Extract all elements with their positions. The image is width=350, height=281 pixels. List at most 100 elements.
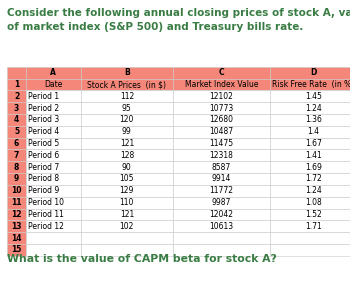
- Text: 13: 13: [11, 222, 22, 231]
- Bar: [270, 126, 350, 138]
- Text: 10613: 10613: [209, 222, 233, 231]
- Bar: [173, 149, 270, 161]
- Text: 90: 90: [122, 163, 132, 172]
- Text: Period 3: Period 3: [28, 115, 60, 124]
- Text: 10773: 10773: [209, 104, 233, 113]
- Text: What is the value of CAPM beta for stock A?: What is the value of CAPM beta for stock…: [7, 254, 277, 264]
- Text: 121: 121: [120, 139, 134, 148]
- Bar: [80, 149, 173, 161]
- Bar: [173, 232, 270, 244]
- Bar: [270, 173, 350, 185]
- Text: 1.72: 1.72: [305, 175, 322, 183]
- Bar: [80, 114, 173, 126]
- Text: D: D: [310, 68, 316, 77]
- Bar: [270, 138, 350, 149]
- Text: 105: 105: [120, 175, 134, 183]
- Bar: [26, 244, 80, 256]
- Text: Period 10: Period 10: [28, 198, 64, 207]
- Bar: [26, 161, 80, 173]
- Bar: [270, 114, 350, 126]
- Text: 1.71: 1.71: [305, 222, 322, 231]
- Bar: [173, 197, 270, 209]
- Bar: [270, 90, 350, 102]
- Bar: [80, 79, 173, 90]
- Bar: [80, 90, 173, 102]
- Bar: [80, 102, 173, 114]
- Bar: [7, 79, 26, 90]
- Text: Period 8: Period 8: [28, 175, 60, 183]
- Bar: [7, 197, 26, 209]
- Bar: [270, 79, 350, 90]
- Text: 12318: 12318: [209, 151, 233, 160]
- Text: 10487: 10487: [209, 127, 233, 136]
- Text: 12102: 12102: [209, 92, 233, 101]
- Bar: [26, 102, 80, 114]
- Text: 12042: 12042: [209, 210, 233, 219]
- Bar: [26, 173, 80, 185]
- Text: 1.4: 1.4: [307, 127, 319, 136]
- Text: B: B: [124, 68, 130, 77]
- Bar: [26, 126, 80, 138]
- Bar: [26, 149, 80, 161]
- Text: 6: 6: [14, 139, 19, 148]
- Bar: [7, 161, 26, 173]
- Bar: [7, 173, 26, 185]
- Text: Consider the following annual closing prices of stock A, values
of market index : Consider the following annual closing pr…: [7, 8, 350, 32]
- Text: 1.69: 1.69: [305, 163, 322, 172]
- Text: 11475: 11475: [209, 139, 233, 148]
- Bar: [26, 114, 80, 126]
- Bar: [7, 102, 26, 114]
- Bar: [80, 67, 173, 79]
- Bar: [7, 138, 26, 149]
- Bar: [7, 220, 26, 232]
- Bar: [173, 209, 270, 220]
- Bar: [270, 232, 350, 244]
- Bar: [270, 161, 350, 173]
- Text: 3: 3: [14, 104, 19, 113]
- Bar: [173, 220, 270, 232]
- Bar: [26, 79, 80, 90]
- Text: 12680: 12680: [209, 115, 233, 124]
- Text: Period 1: Period 1: [28, 92, 60, 101]
- Text: 1.45: 1.45: [305, 92, 322, 101]
- Text: 121: 121: [120, 210, 134, 219]
- Bar: [173, 244, 270, 256]
- Text: Risk Free Rate  (in %): Risk Free Rate (in %): [272, 80, 350, 89]
- Bar: [7, 90, 26, 102]
- Text: Date: Date: [44, 80, 63, 89]
- Bar: [80, 232, 173, 244]
- Text: 10: 10: [11, 186, 22, 195]
- Bar: [173, 173, 270, 185]
- Bar: [173, 67, 270, 79]
- Text: Market Index Value: Market Index Value: [185, 80, 258, 89]
- Bar: [26, 220, 80, 232]
- Text: 99: 99: [122, 127, 132, 136]
- Bar: [270, 197, 350, 209]
- Text: 5: 5: [14, 127, 19, 136]
- Text: 7: 7: [14, 151, 19, 160]
- Bar: [80, 220, 173, 232]
- Text: 128: 128: [120, 151, 134, 160]
- Text: 2: 2: [14, 92, 19, 101]
- Bar: [173, 79, 270, 90]
- Bar: [173, 161, 270, 173]
- Bar: [26, 67, 80, 79]
- Text: 102: 102: [120, 222, 134, 231]
- Text: 9987: 9987: [212, 198, 231, 207]
- Text: A: A: [50, 68, 56, 77]
- Bar: [26, 209, 80, 220]
- Bar: [173, 114, 270, 126]
- Bar: [270, 67, 350, 79]
- Bar: [26, 138, 80, 149]
- Text: Period 7: Period 7: [28, 163, 60, 172]
- Bar: [26, 185, 80, 197]
- Bar: [270, 244, 350, 256]
- Bar: [7, 209, 26, 220]
- Text: Period 5: Period 5: [28, 139, 60, 148]
- Text: 110: 110: [120, 198, 134, 207]
- Text: Period 4: Period 4: [28, 127, 60, 136]
- Bar: [80, 173, 173, 185]
- Bar: [173, 138, 270, 149]
- Text: Period 12: Period 12: [28, 222, 64, 231]
- Bar: [7, 185, 26, 197]
